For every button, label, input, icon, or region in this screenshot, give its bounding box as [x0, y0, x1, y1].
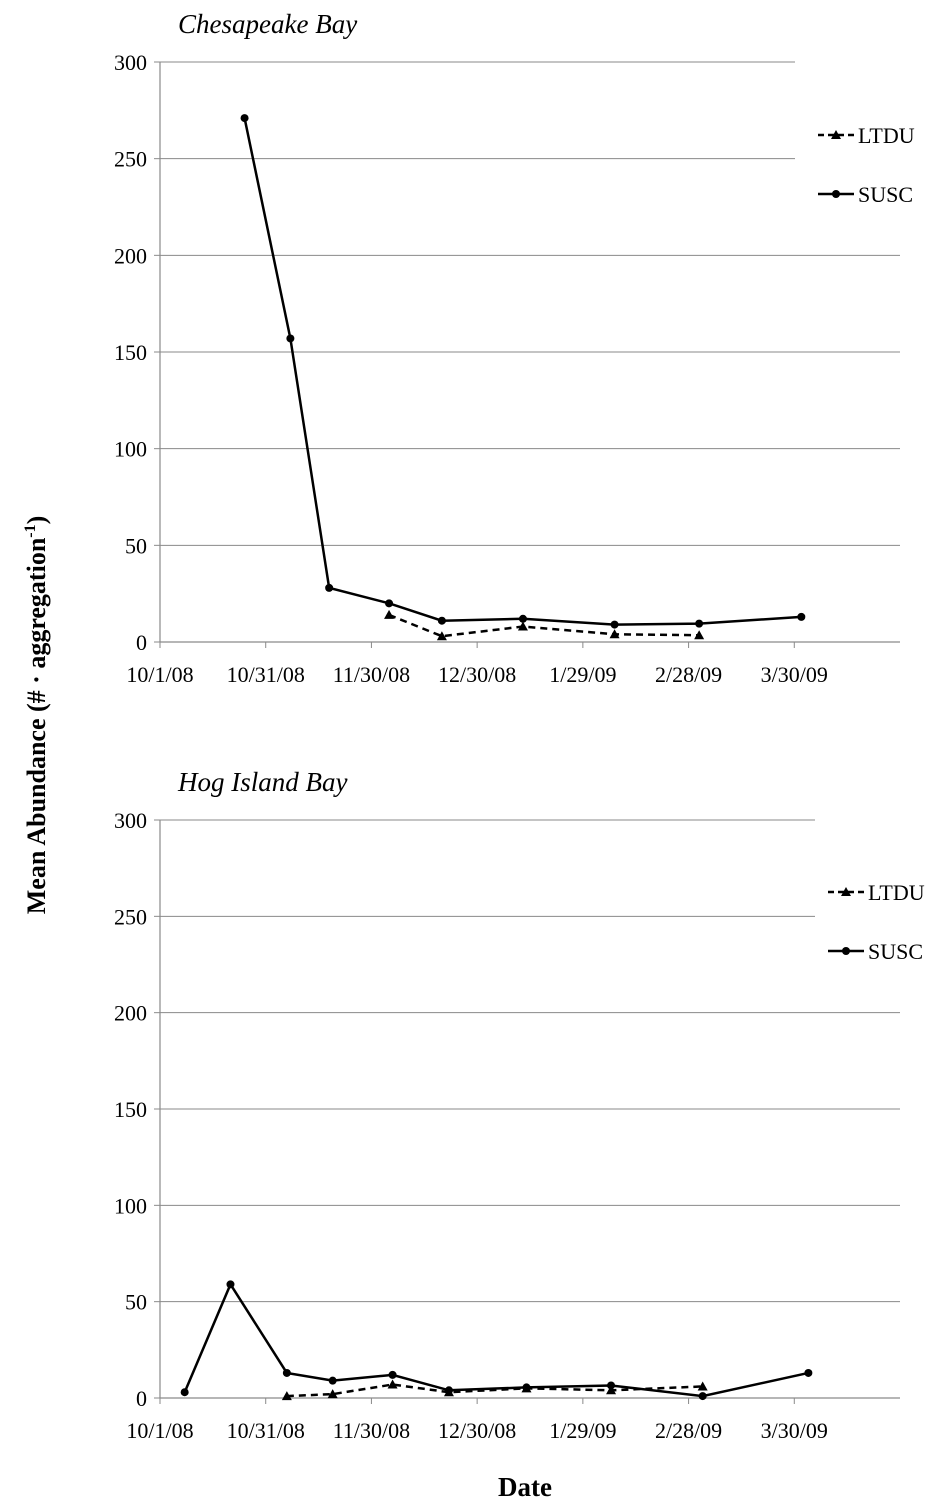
y-tick-label: 250 — [114, 147, 147, 172]
data-point — [226, 1280, 235, 1289]
x-tick-label: 12/30/08 — [438, 1418, 516, 1443]
series-susc — [240, 114, 806, 629]
x-axis-label: Date — [498, 1472, 552, 1502]
legend-item-susc: SUSC — [818, 182, 913, 207]
y-tick-label: 50 — [125, 1290, 147, 1315]
data-point — [444, 1386, 453, 1395]
data-point — [694, 630, 705, 640]
data-point — [436, 631, 447, 641]
legend-label: LTDU — [868, 880, 925, 905]
data-point — [698, 1392, 707, 1401]
data-point — [606, 1385, 617, 1395]
panel-title: Hog Island Bay — [177, 767, 347, 797]
legend-marker — [832, 190, 840, 198]
series-line — [286, 1383, 703, 1398]
data-point — [609, 629, 620, 639]
x-tick-label: 10/1/08 — [126, 662, 193, 687]
legend-label: SUSC — [858, 182, 913, 207]
series-ltdu — [384, 609, 705, 641]
data-point — [518, 614, 527, 623]
x-tick-label: 2/28/09 — [655, 662, 722, 687]
y-tick-label: 150 — [114, 340, 147, 365]
series-susc — [180, 1280, 813, 1401]
y-tick-label: 150 — [114, 1097, 147, 1122]
legend-item-ltdu: LTDU — [818, 123, 915, 148]
y-tick-label: 200 — [114, 243, 147, 268]
data-point — [797, 612, 806, 621]
data-point — [522, 1383, 531, 1392]
data-point — [282, 1368, 291, 1377]
x-tick-label: 1/29/09 — [549, 662, 616, 687]
x-tick-label: 3/30/09 — [761, 662, 828, 687]
y-tick-label: 0 — [136, 1386, 147, 1411]
data-point — [281, 1391, 292, 1401]
data-point — [385, 599, 394, 608]
y-tick-label: 0 — [136, 630, 147, 655]
legend-marker — [842, 947, 850, 955]
x-tick-label: 10/1/08 — [126, 1418, 193, 1443]
data-point — [384, 609, 395, 619]
x-tick-label: 3/30/09 — [761, 1418, 828, 1443]
data-point — [387, 1379, 398, 1389]
x-tick-label: 10/31/08 — [227, 1418, 305, 1443]
x-tick-label: 2/28/09 — [655, 1418, 722, 1443]
data-point — [517, 621, 528, 631]
data-point — [180, 1388, 189, 1397]
data-point — [607, 1381, 616, 1390]
legend-item-susc: SUSC — [828, 939, 923, 964]
data-point — [240, 114, 249, 123]
data-point — [804, 1368, 813, 1377]
x-tick-label: 1/29/09 — [549, 1418, 616, 1443]
y-tick-label: 200 — [114, 1001, 147, 1026]
y-tick-label: 300 — [114, 50, 147, 75]
hog-island-bay-panel: Hog Island Bay 0 50 100 150 200 250 300 10/1/08 1… — [114, 767, 925, 1443]
data-point — [388, 1370, 397, 1379]
x-tick-label: 11/30/08 — [333, 1418, 410, 1443]
data-point — [695, 619, 704, 628]
legend-item-ltdu: LTDU — [828, 880, 925, 905]
data-point — [286, 334, 295, 343]
series-line — [243, 117, 802, 626]
y-tick-label: 300 — [114, 808, 147, 833]
y-tick-label: 250 — [114, 904, 147, 929]
legend-marker — [831, 130, 841, 139]
legend-marker — [841, 887, 851, 896]
y-tick-label: 100 — [114, 1193, 147, 1218]
y-axis-label: Mean Abundance (# · aggregation-1) — [22, 516, 51, 915]
series-line — [183, 1281, 809, 1398]
panel-title: Chesapeake Bay — [178, 9, 357, 39]
data-point — [328, 1376, 337, 1385]
data-point — [610, 620, 619, 629]
x-tick-label: 12/30/08 — [438, 662, 516, 687]
legend-label: SUSC — [868, 939, 923, 964]
x-tick-label: 11/30/08 — [333, 662, 410, 687]
data-point — [325, 583, 334, 592]
data-point — [437, 616, 446, 625]
legend-label: LTDU — [858, 123, 915, 148]
data-point — [697, 1381, 708, 1391]
y-tick-label: 100 — [114, 437, 147, 462]
chesapeake-bay-panel: Chesapeake Bay 0 50 100 150 200 250 300 10/1/08 1… — [114, 9, 915, 687]
y-tick-label: 50 — [125, 533, 147, 558]
data-point — [327, 1389, 338, 1399]
x-tick-label: 10/31/08 — [227, 662, 305, 687]
